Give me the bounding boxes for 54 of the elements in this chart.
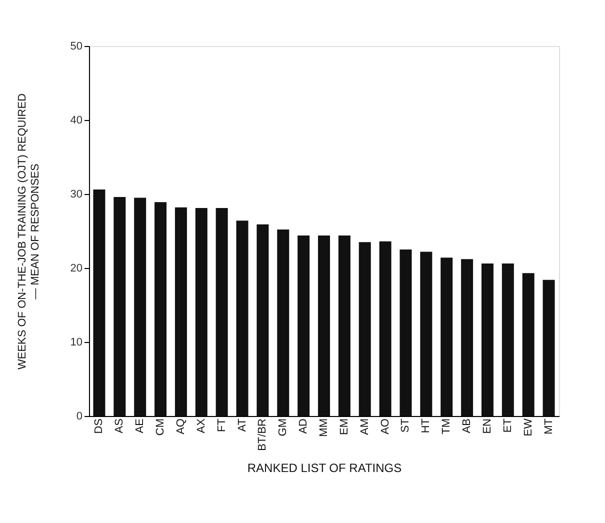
bar [481,264,494,416]
y-tick-label: 0 [76,410,82,422]
y-tick-label: 10 [70,336,82,348]
x-tick-label: HT [420,418,432,434]
x-tick-label: AS [114,418,126,434]
x-tick-label: AT [236,418,248,432]
bar [420,252,432,416]
bar [542,280,555,416]
bar [338,235,350,416]
bar [134,198,146,416]
x-tick-label: MM [318,418,330,437]
y-axis-title: WEEKS OF ON-THE-JOB TRAINING (OJT) REQUIRED — MEAN OF RESPONSES [16,93,42,370]
y-tick-label: 50 [70,40,82,52]
x-tick-label: DS [93,418,106,434]
bar [236,220,248,416]
bar [195,208,208,416]
x-axis-title: RANKED LIST OF RATINGS [247,460,402,475]
x-tick-label: AD [298,418,310,434]
y-tick-label: 20 [70,262,82,274]
bar [400,250,412,416]
x-tick-label: TM [440,418,453,434]
x-tick-label: FT [216,418,228,432]
bar [502,264,514,416]
bar [318,235,330,416]
y-tick-label: 30 [70,188,82,200]
bar [358,242,371,416]
bar [93,190,106,416]
x-tick-label: AE [134,418,146,434]
bar [522,273,534,416]
y-tick-label: 40 [70,114,82,126]
bar [154,202,167,416]
x-tick-label: CM [154,418,167,436]
x-tick-label: EW [522,418,534,436]
x-tick-label: AO [379,418,392,434]
bar [440,258,453,416]
bar [277,230,290,416]
x-tick-label: EN [481,418,494,434]
x-tick-label: AQ [174,418,187,434]
bar [216,208,228,416]
x-tick-label: AX [195,418,208,434]
x-tick-label: ET [502,418,514,433]
bar [256,224,269,416]
bar [379,241,392,416]
x-tick-label: MT [542,418,555,434]
x-tick-label: BT/BR [256,418,269,451]
x-tick-label: AB [461,418,474,434]
bar [298,235,310,416]
x-tick-label: AM [358,418,371,435]
bar [114,196,126,416]
bar [461,259,474,416]
x-tick-label: EM [338,418,350,435]
x-tick-label: GM [277,418,290,436]
x-tick-label: ST [400,418,412,433]
bar [174,207,187,416]
